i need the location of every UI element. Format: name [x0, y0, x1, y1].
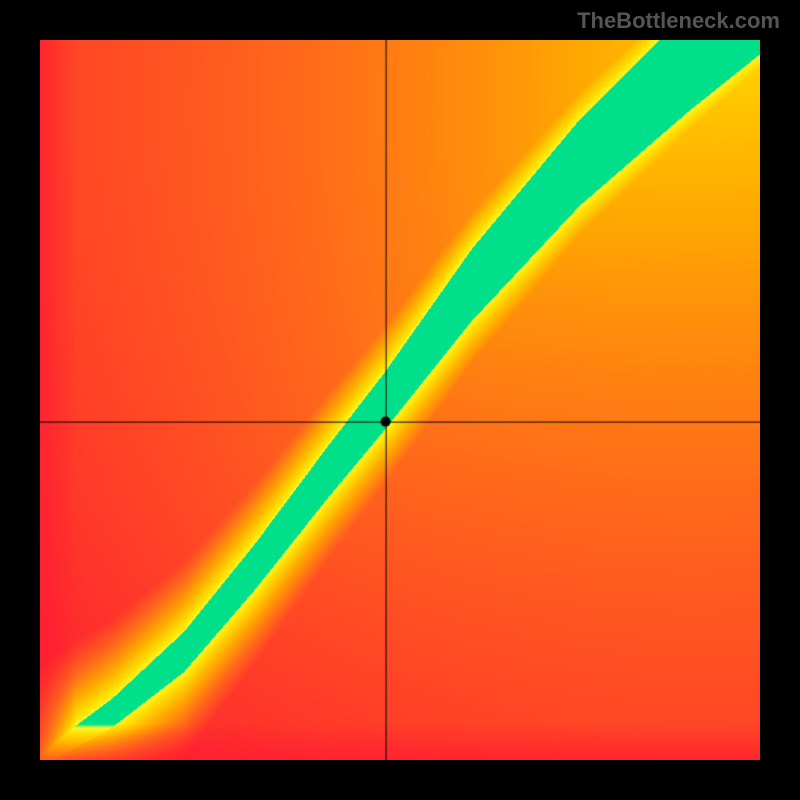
bottleneck-heatmap — [40, 40, 760, 760]
heatmap-canvas — [40, 40, 760, 760]
watermark-text: TheBottleneck.com — [577, 8, 780, 34]
